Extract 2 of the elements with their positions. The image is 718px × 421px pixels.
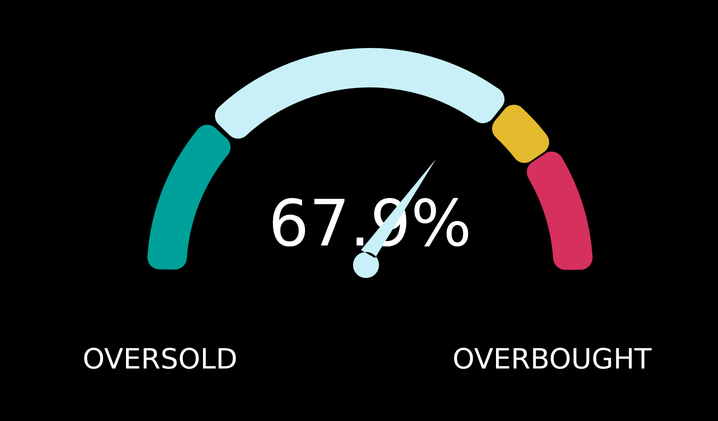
text: OVERSOLD [82, 342, 238, 376]
text: OVERBOUGHT [452, 342, 652, 376]
